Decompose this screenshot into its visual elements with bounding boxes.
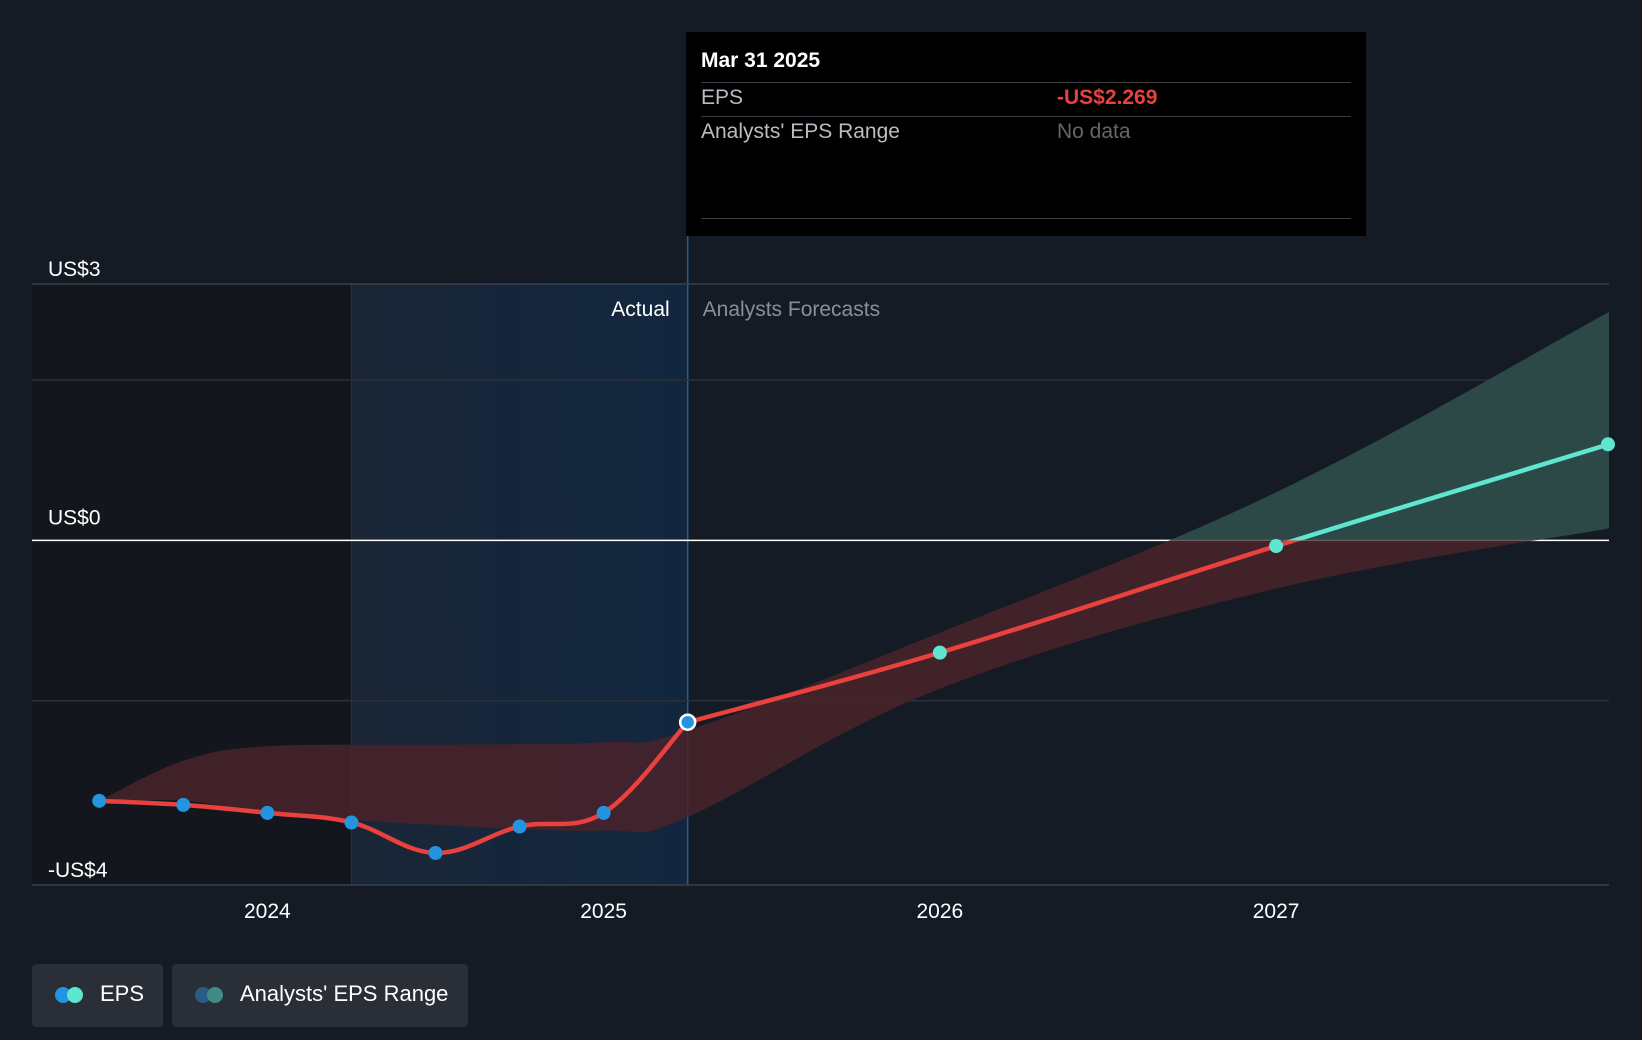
tooltip-row-range: Analysts' EPS Range No data bbox=[701, 116, 1351, 151]
eps-actual-point bbox=[260, 805, 275, 820]
tooltip-divider bbox=[701, 218, 1351, 219]
eps-forecast-line-positive bbox=[1286, 442, 1610, 541]
legend-eps[interactable]: EPS bbox=[32, 964, 163, 1027]
tooltip-range-value: No data bbox=[1057, 120, 1131, 143]
tooltip-row-eps: EPS -US$2.269 bbox=[701, 82, 1351, 117]
legend-range-dot-forecast bbox=[207, 987, 223, 1003]
y-tick-label: US$0 bbox=[48, 506, 101, 529]
eps-forecast-point bbox=[1601, 437, 1615, 452]
eps-actual-point bbox=[678, 713, 697, 731]
legend-range-label: Analysts' EPS Range bbox=[240, 981, 449, 1006]
legend-eps-dot-forecast bbox=[67, 987, 83, 1003]
eps-actual-point bbox=[176, 797, 191, 812]
x-tick-label: 2027 bbox=[1253, 900, 1300, 923]
legend-eps-range[interactable]: Analysts' EPS Range bbox=[172, 964, 468, 1027]
tooltip-date: Mar 31 2025 bbox=[701, 49, 821, 72]
y-tick-label: -US$4 bbox=[48, 859, 108, 882]
actual-label: Actual bbox=[611, 298, 669, 321]
eps-actual-point bbox=[596, 805, 611, 820]
x-tick-label: 2026 bbox=[917, 900, 964, 923]
tooltip-eps-label: EPS bbox=[701, 86, 744, 109]
x-tick-label: 2024 bbox=[244, 900, 291, 923]
range-band-positive bbox=[1169, 312, 1609, 541]
eps-forecast-point bbox=[932, 645, 947, 660]
tooltip-range-label: Analysts' EPS Range bbox=[701, 120, 900, 143]
eps-actual-point bbox=[92, 793, 107, 808]
eps-forecast-point bbox=[1269, 539, 1284, 554]
tooltip-eps-value: -US$2.269 bbox=[1057, 86, 1158, 109]
y-tick-label: US$3 bbox=[48, 258, 101, 281]
forecast-label: Analysts Forecasts bbox=[703, 298, 880, 321]
eps-actual-point bbox=[344, 815, 359, 830]
eps-actual-point bbox=[428, 845, 443, 860]
eps-actual-point bbox=[512, 819, 527, 834]
x-tick-label: 2025 bbox=[580, 900, 627, 923]
eps-forecast-line-negative bbox=[687, 540, 1302, 725]
tooltip: Mar 31 2025 EPS -US$2.269 Analysts' EPS … bbox=[686, 32, 1366, 236]
legend-eps-label: EPS bbox=[100, 981, 145, 1006]
